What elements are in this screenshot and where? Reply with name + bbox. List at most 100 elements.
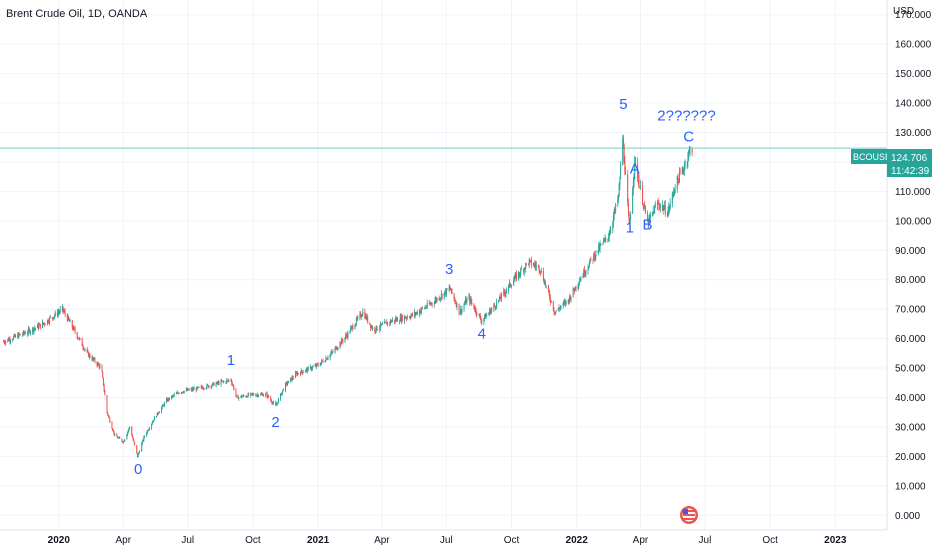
candle — [595, 250, 597, 260]
candle — [508, 279, 510, 288]
candle — [474, 305, 476, 314]
candle — [305, 368, 307, 374]
candle — [202, 386, 204, 391]
candle — [102, 371, 104, 379]
candle — [211, 384, 213, 389]
candle — [13, 333, 15, 338]
candle — [282, 389, 284, 395]
candle — [421, 307, 423, 315]
x-tick-label: Oct — [504, 535, 520, 546]
candle — [146, 429, 148, 435]
candle — [396, 316, 398, 322]
candle — [170, 395, 172, 400]
candle — [38, 322, 40, 330]
candle — [374, 330, 376, 335]
candle — [578, 281, 580, 289]
candle — [622, 135, 624, 166]
candle — [593, 251, 595, 262]
candle — [687, 151, 689, 168]
y-tick-label: 50.000 — [895, 364, 926, 375]
candle — [592, 259, 594, 264]
candle — [286, 381, 288, 387]
candle — [605, 237, 607, 244]
candle — [52, 317, 54, 320]
candle — [677, 173, 679, 184]
candle — [246, 396, 248, 398]
candle — [263, 393, 265, 397]
candle — [339, 340, 341, 350]
candle — [659, 203, 661, 213]
candle — [604, 234, 606, 243]
candle — [195, 387, 197, 393]
candle — [138, 451, 140, 455]
candle — [292, 375, 294, 381]
candle — [634, 155, 636, 180]
candle — [430, 301, 432, 306]
candle — [370, 324, 372, 331]
candle — [202, 385, 204, 390]
candle — [227, 378, 229, 382]
candle — [653, 211, 655, 214]
candle — [88, 352, 90, 360]
candle — [614, 208, 616, 214]
candle — [429, 301, 431, 305]
price-badge-value: 124.706 — [891, 153, 928, 164]
candle — [538, 264, 540, 275]
candle — [619, 176, 621, 191]
candle — [683, 161, 685, 176]
candle — [511, 284, 513, 289]
candle — [668, 202, 670, 216]
candle — [537, 264, 539, 268]
candle — [337, 347, 339, 352]
candle — [674, 184, 676, 194]
candle — [345, 331, 347, 340]
candle — [132, 437, 134, 441]
y-tick-label: 170.000 — [895, 10, 932, 21]
us-flag-event-icon[interactable] — [680, 506, 698, 524]
candle — [265, 392, 267, 395]
candle — [182, 391, 184, 393]
candle — [142, 440, 144, 442]
candle — [9, 335, 11, 345]
candle — [127, 431, 129, 437]
candle — [8, 336, 10, 342]
candle — [266, 391, 268, 399]
time-axis-panel — [0, 530, 932, 550]
candle — [499, 292, 501, 299]
candle — [228, 379, 230, 383]
candle — [198, 386, 200, 388]
candle — [34, 325, 36, 331]
candle — [240, 395, 242, 398]
candle — [573, 288, 575, 291]
candle — [623, 143, 625, 165]
candle — [465, 298, 467, 304]
candle — [588, 266, 590, 270]
candle — [656, 199, 658, 210]
y-tick-label: 130.000 — [895, 128, 932, 139]
price-badge[interactable]: BCOUSD 124.706 11:42:39 — [851, 149, 932, 177]
candle — [12, 335, 14, 340]
candle — [165, 397, 167, 404]
candle — [598, 242, 600, 252]
candle — [519, 271, 521, 279]
candle — [173, 394, 175, 398]
candle — [237, 394, 239, 399]
candle — [434, 296, 436, 304]
candle — [607, 238, 609, 243]
candle — [664, 200, 666, 217]
candle — [54, 314, 56, 319]
y-tick-label: 80.000 — [895, 275, 926, 286]
candle — [277, 402, 279, 405]
candle — [66, 313, 68, 323]
y-tick-label: 110.000 — [895, 187, 931, 198]
candle — [493, 303, 495, 312]
candle — [669, 198, 671, 211]
candle — [691, 147, 693, 157]
candle — [506, 287, 508, 294]
candle — [463, 302, 465, 313]
candle — [523, 268, 525, 275]
candle — [564, 298, 566, 306]
x-axis-ticks: 2020 Apr Jul Oct 2021 Apr Jul Oct 2022 Apr Jul Oct 2… — [48, 535, 847, 546]
candle — [535, 261, 537, 272]
